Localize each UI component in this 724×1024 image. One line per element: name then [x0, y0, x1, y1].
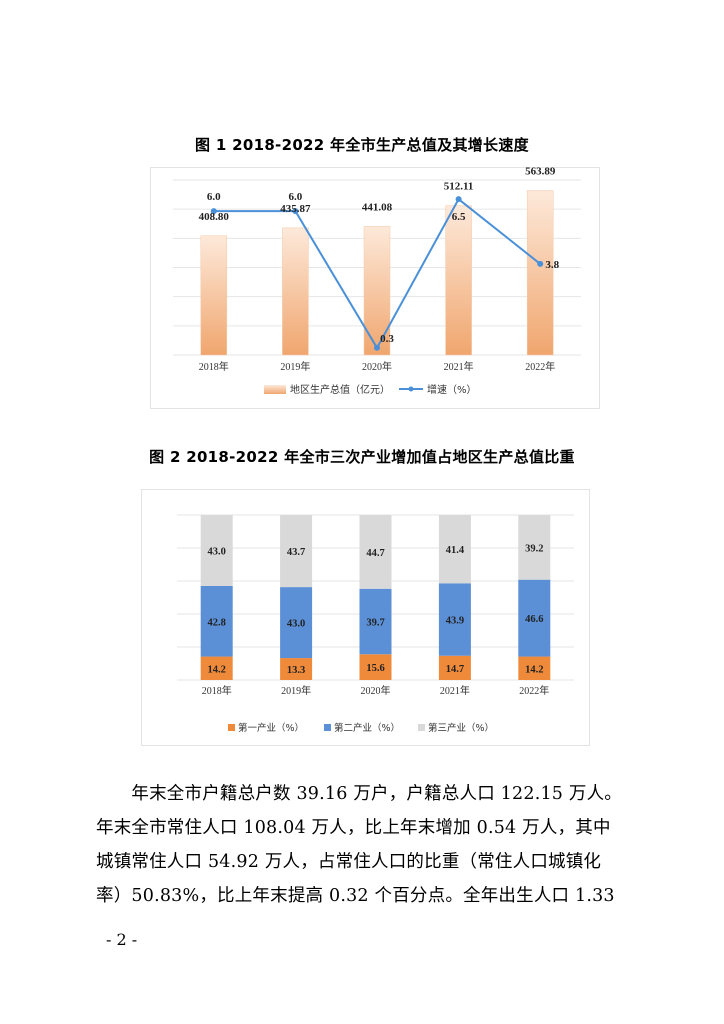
tertiary-value-label: 44.7 [366, 548, 384, 559]
gdp-bar [526, 190, 554, 356]
legend-swatch-gdp [264, 385, 286, 394]
legend-swatch-2 [324, 724, 331, 731]
legend-marker-growth [408, 386, 414, 392]
primary-value-label: 14.2 [525, 664, 543, 675]
tertiary-industry-segment [359, 515, 392, 589]
growth-value-label: 6.0 [207, 191, 221, 203]
secondary-industry-segment [280, 587, 313, 659]
primary-industry-segment [518, 656, 551, 680]
secondary-value-label: 42.8 [208, 617, 226, 628]
x-tick-label: 2022年 [519, 684, 549, 697]
x-tick-label: 2021年 [444, 360, 474, 373]
legend-swatch-3 [418, 724, 425, 731]
secondary-value-label: 43.0 [287, 619, 305, 630]
page-number: - 2 - [106, 930, 138, 949]
legend-label-gdp: 地区生产总值（亿元） [290, 383, 390, 396]
tertiary-industry-segment [438, 515, 471, 584]
secondary-industry-segment [359, 588, 392, 655]
primary-industry-segment [438, 655, 471, 680]
x-tick-label: 2019年 [281, 684, 311, 697]
legend-label-1: 第一产业（%） [238, 722, 304, 734]
gdp-value-label: 563.89 [525, 166, 556, 178]
growth-point [210, 208, 217, 215]
figure-2-svg: 14.2 42.8 43.0 2018年 13.3 43.0 43.7 2019年 15.6 39… [177, 514, 574, 734]
body-text-line-2: 年末全市常住人口 108.04 万人，比上年末增加 0.54 万人，其中 [96, 818, 611, 838]
x-tick-label: 2018年 [199, 360, 229, 373]
secondary-value-label: 46.6 [525, 614, 543, 625]
growth-point [537, 260, 544, 267]
growth-point [292, 208, 299, 215]
gdp-value-label: 408.80 [199, 211, 230, 223]
primary-value-label: 15.6 [366, 663, 384, 674]
tertiary-industry-segment [518, 515, 551, 580]
body-text-line-3: 城镇常住人口 54.92 万人，占常住人口的比重（常住人口城镇化 [96, 852, 602, 872]
legend-label-3: 第三产业（%） [428, 722, 494, 734]
gdp-bar [200, 235, 228, 356]
primary-value-label: 14.2 [208, 664, 226, 675]
tertiary-value-label: 43.7 [287, 547, 305, 558]
figure-2-title: 图 2 2018-2022 年全市三次产业增加值占地区生产总值比重 [149, 448, 575, 466]
gdp-value-label: 441.08 [362, 201, 393, 213]
primary-value-label: 13.3 [287, 665, 305, 676]
x-tick-label: 2021年 [440, 684, 470, 697]
growth-value-label: 0.3 [380, 333, 394, 345]
tertiary-industry-segment [280, 515, 313, 588]
legend-label-growth: 增速（%） [427, 383, 477, 396]
primary-industry-segment [280, 658, 313, 680]
gdp-bar [282, 227, 309, 356]
tertiary-value-label: 43.0 [208, 546, 226, 557]
secondary-industry-segment [518, 579, 551, 657]
body-text-line-4: 率）50.83%，比上年末提高 0.32 个百分点。全年出生人口 1.33 [96, 886, 615, 906]
legend-label-2: 第二产业（%） [334, 722, 400, 734]
growth-value-label: 3.8 [545, 259, 559, 271]
primary-industry-segment [200, 656, 233, 680]
gdp-value-label: 435.87 [280, 203, 311, 215]
x-tick-label: 2020年 [362, 360, 392, 373]
tertiary-industry-segment [200, 515, 233, 586]
growth-value-label: 6.5 [452, 211, 466, 223]
secondary-industry-segment [200, 585, 233, 657]
x-tick-label: 2020年 [361, 684, 391, 697]
gdp-value-label: 512.11 [444, 181, 474, 193]
x-tick-label: 2019年 [280, 360, 310, 373]
growth-value-label: 6.0 [289, 191, 303, 203]
figure-1-svg: 408.80 435.87 441.08 512.11 563.89 6.0 6.0 0.3 6… [173, 166, 581, 396]
tertiary-value-label: 39.2 [525, 543, 543, 554]
gdp-bar [445, 205, 472, 356]
x-tick-label: 2022年 [525, 360, 555, 373]
figure-1-chart: 408.80 435.87 441.08 512.11 563.89 6.0 6.0 0.3 6… [150, 166, 600, 409]
figure-2-chart: 14.2 42.8 43.0 2018年 13.3 43.0 43.7 2019年 15.6 39… [141, 489, 590, 746]
figure-1-title: 图 1 2018-2022 年全市生产总值及其增长速度 [195, 136, 529, 154]
secondary-value-label: 43.9 [446, 616, 464, 627]
body-text-line-1: 年末全市户籍总户数 39.16 万户，户籍总人口 122.15 万人。 [96, 784, 622, 804]
growth-point [374, 344, 380, 351]
growth-point [455, 196, 462, 203]
secondary-industry-segment [438, 583, 471, 656]
primary-value-label: 14.7 [446, 664, 464, 675]
x-tick-label: 2018年 [202, 684, 232, 697]
legend-swatch-1 [228, 724, 235, 731]
tertiary-value-label: 41.4 [446, 545, 465, 556]
secondary-value-label: 39.7 [366, 618, 384, 629]
primary-industry-segment [359, 654, 392, 680]
